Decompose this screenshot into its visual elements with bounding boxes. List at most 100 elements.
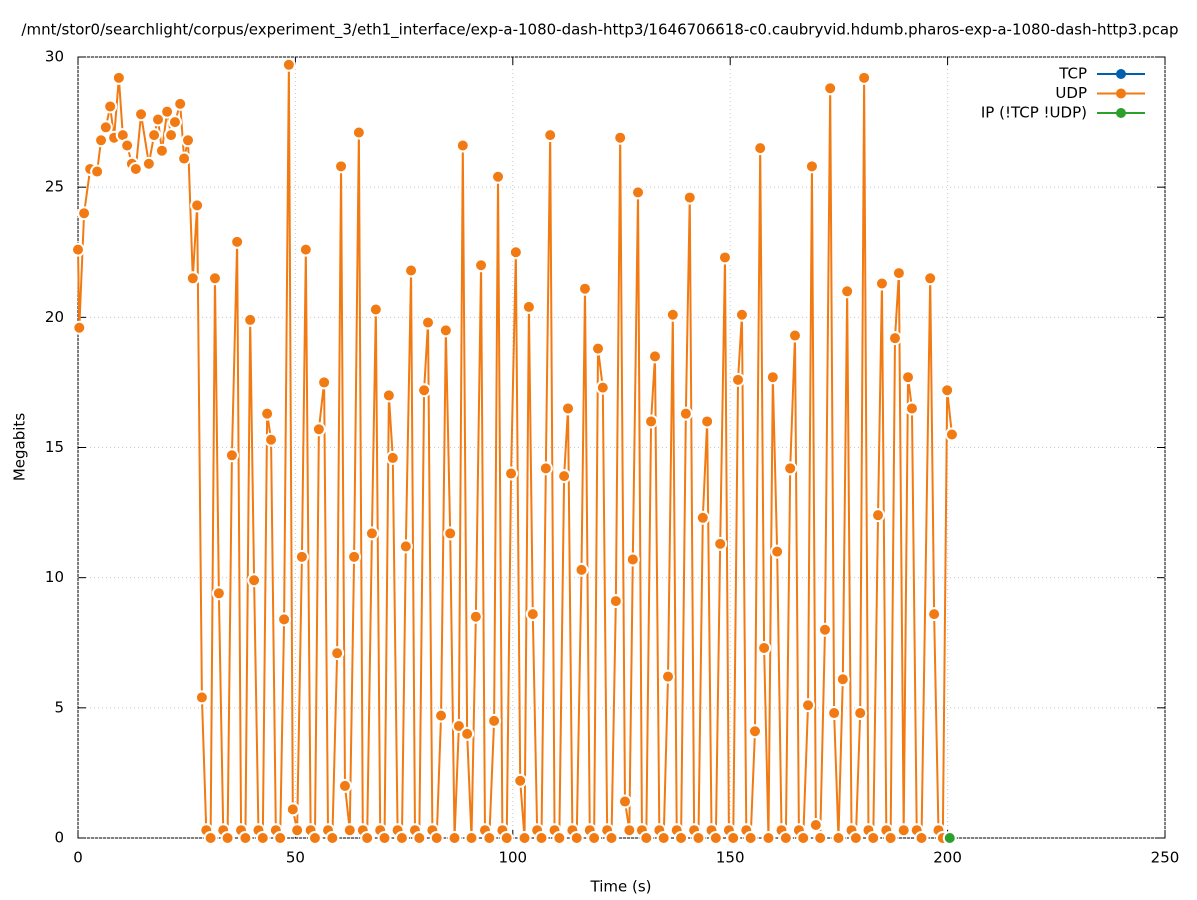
data-point [394, 831, 409, 845]
x-axis-label: Time (s) [590, 878, 652, 896]
data-point [451, 719, 466, 734]
data-point [337, 778, 352, 793]
data-point [429, 831, 444, 845]
data-point [238, 831, 253, 845]
data-point [577, 281, 592, 296]
chart-title: /mnt/stor0/searchlight/corpus/experiment… [21, 21, 1178, 40]
data-point [871, 508, 886, 523]
data-point [255, 831, 270, 845]
data-point [207, 271, 222, 286]
data-point [342, 823, 357, 838]
data-point [190, 198, 205, 213]
data-point [103, 99, 118, 114]
data-point [90, 164, 105, 179]
data-point [482, 831, 497, 845]
data-point [831, 831, 846, 845]
data-point [778, 831, 793, 845]
data-point [385, 450, 400, 465]
data-point [808, 817, 823, 832]
data-point [944, 427, 959, 442]
series-line [77, 64, 953, 842]
data-point [617, 794, 632, 809]
data-point [491, 169, 506, 184]
data-point [874, 276, 889, 291]
data-point [678, 406, 693, 421]
legend-marker [1116, 108, 1126, 118]
data-point [247, 573, 262, 588]
data-point [381, 388, 396, 403]
data-point [835, 672, 850, 687]
data-point [487, 713, 502, 728]
data-point [443, 526, 458, 541]
data-point [866, 831, 881, 845]
data-point [360, 831, 375, 845]
data-point [434, 708, 449, 723]
y-tick-label: 25 [45, 178, 64, 196]
data-point [765, 370, 780, 385]
data-point [311, 422, 326, 437]
data-point [177, 151, 192, 166]
x-tick-label: 250 [1151, 849, 1180, 867]
data-point [72, 320, 87, 335]
data-point [281, 57, 296, 72]
data-point [622, 823, 637, 838]
data-point [695, 510, 710, 525]
data-point [243, 312, 258, 327]
data-point [164, 128, 179, 143]
y-tick-label: 15 [45, 438, 64, 456]
data-point [325, 831, 340, 845]
data-point [504, 466, 519, 481]
data-point [277, 612, 292, 627]
data-point [552, 831, 567, 845]
data-point [294, 549, 309, 564]
data-point [940, 383, 955, 398]
y-tick-label: 5 [54, 698, 64, 716]
data-point [848, 831, 863, 845]
data-point [887, 331, 902, 346]
data-point [185, 271, 200, 286]
data-point [942, 831, 957, 845]
data-point [853, 706, 868, 721]
data-point [404, 263, 419, 278]
data-point [901, 370, 916, 385]
data-point [285, 802, 300, 817]
data-point [160, 104, 175, 119]
data-point [787, 328, 802, 343]
data-point [438, 323, 453, 338]
data-point [347, 549, 362, 564]
x-tick-label: 50 [286, 849, 305, 867]
legend-label: TCP [1058, 65, 1087, 83]
data-point [726, 831, 741, 845]
data-point [661, 669, 676, 684]
data-point [644, 414, 659, 429]
data-point [173, 96, 188, 111]
legend-label: UDP [1055, 84, 1087, 102]
data-point [731, 372, 746, 387]
data-point [398, 539, 413, 554]
data-point [827, 706, 842, 721]
data-point [513, 773, 528, 788]
data-point [368, 302, 383, 317]
data-point [770, 544, 785, 559]
data-point [574, 562, 589, 577]
data-point [543, 128, 558, 143]
data-point [717, 250, 732, 265]
x-tick-label: 0 [73, 849, 83, 867]
data-point [796, 831, 811, 845]
data-point [474, 258, 489, 273]
data-point [923, 271, 938, 286]
data-point [604, 831, 619, 845]
data-point [891, 266, 906, 281]
data-point [71, 242, 85, 257]
data-point [224, 448, 239, 463]
data-point [77, 206, 92, 221]
data-point [613, 130, 628, 145]
data-point [656, 831, 671, 845]
data-point [904, 401, 919, 416]
data-point [734, 307, 749, 322]
data-point [508, 245, 523, 260]
data-point [220, 831, 235, 845]
data-point [330, 646, 345, 661]
data-point [290, 823, 305, 838]
